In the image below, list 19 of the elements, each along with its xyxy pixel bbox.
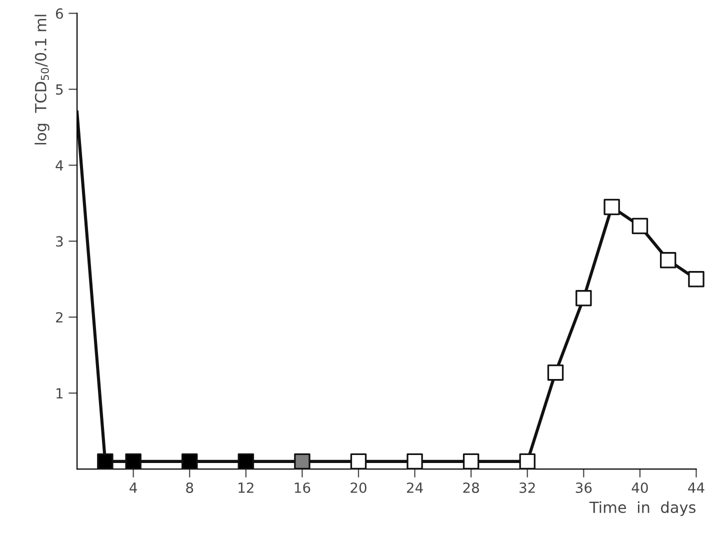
- x-tick-label: 28: [463, 482, 479, 493]
- y-tick-label: 2: [56, 312, 62, 322]
- x-tick-label: 16: [294, 482, 310, 493]
- x-tick-label: 36: [576, 482, 592, 493]
- y-tick-label: 3: [56, 236, 63, 247]
- y-tick-label: 4: [56, 160, 64, 171]
- y-tick-label: 1: [56, 388, 63, 398]
- x-tick-label: 20: [350, 482, 366, 493]
- y-axis-title: log TCD$_{50}$/0.1 ml: [34, 14, 50, 144]
- x-tick-label: 24: [406, 482, 423, 493]
- x-tick-label: 44: [688, 482, 704, 493]
- x-tick-label: 40: [632, 482, 648, 493]
- x-tick-label: 4: [130, 482, 137, 493]
- x-axis-title: Time in days: [589, 501, 696, 516]
- y-tick-label: 6: [56, 8, 63, 19]
- x-tick-label: 8: [186, 482, 194, 493]
- x-tick-label: 12: [238, 482, 254, 493]
- x-tick-label: 32: [520, 482, 535, 493]
- y-tick-label: 5: [56, 84, 63, 95]
